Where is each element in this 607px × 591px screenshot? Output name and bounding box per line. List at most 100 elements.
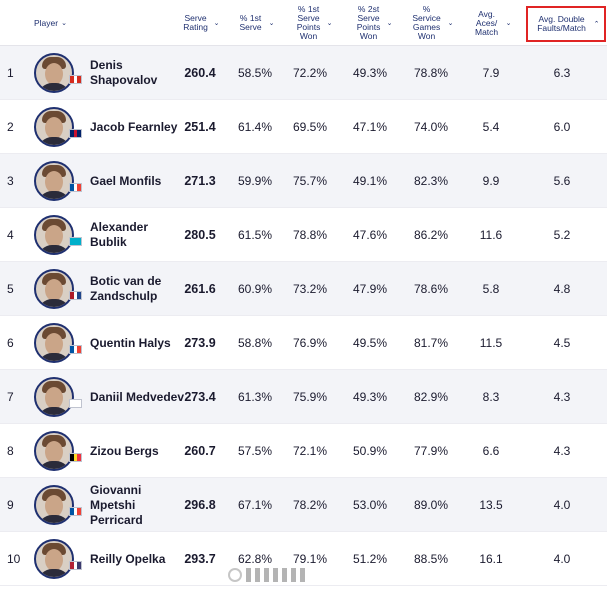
serve-rating-cell: 261.6 bbox=[184, 282, 216, 296]
serve-rating-cell: 296.8 bbox=[184, 498, 216, 512]
watermark-bar bbox=[264, 568, 269, 582]
table-row[interactable]: 1 Denis Shapovalov 260.4 58.5% 72.2% 49.3% 78.… bbox=[0, 46, 607, 100]
header-first-serve[interactable]: % 1st Serve ⌄ bbox=[232, 0, 278, 46]
header-second-serve-points-won[interactable]: % 2st Serve Points Won ⌄ bbox=[348, 0, 398, 46]
watermark-bar bbox=[282, 568, 287, 582]
table-row[interactable]: 6 Quentin Halys 273.9 58.8% 76.9% 49.5% 81.7% 1… bbox=[0, 316, 607, 370]
player-name-label: Daniil Medvedev bbox=[90, 389, 185, 404]
first-serve-cell: 61.4% bbox=[237, 120, 273, 134]
aces-cell: 11.6 bbox=[479, 228, 503, 242]
service-games-won-cell: 82.9% bbox=[413, 390, 449, 404]
second-serve-points-won-cell: 49.5% bbox=[352, 336, 388, 350]
table-row[interactable]: 4 Alexander Bublik 280.5 61.5% 78.8% 47.6% 86.… bbox=[0, 208, 607, 262]
serve-rating-cell: 260.4 bbox=[184, 66, 216, 80]
watermark-bar bbox=[273, 568, 278, 582]
watermark-bar bbox=[246, 568, 251, 582]
double-faults-cell: 5.2 bbox=[553, 228, 571, 242]
second-serve-points-won-cell: 49.3% bbox=[352, 390, 388, 404]
rank-cell: 4 bbox=[7, 228, 14, 242]
player-name-label: Zizou Bergs bbox=[90, 443, 159, 458]
avatar bbox=[34, 53, 74, 93]
second-serve-points-won-cell: 47.6% bbox=[352, 228, 388, 242]
first-serve-cell: 59.9% bbox=[237, 174, 273, 188]
avatar bbox=[34, 215, 74, 255]
chevron-down-icon: ⌄ bbox=[268, 19, 275, 27]
table-row[interactable]: 3 Gael Monfils 271.3 59.9% 75.7% 49.1% 82.3% 9.… bbox=[0, 154, 607, 208]
avatar bbox=[34, 161, 74, 201]
chevron-down-icon: ⌄ bbox=[505, 19, 512, 27]
player-name-label: Quentin Halys bbox=[90, 335, 171, 350]
watermark-logo-icon bbox=[228, 568, 242, 582]
chevron-down-icon: ⌄ bbox=[386, 19, 393, 27]
aces-cell: 13.5 bbox=[479, 498, 503, 512]
neutral-flag-icon bbox=[69, 399, 82, 408]
serve-rating-cell: 273.4 bbox=[184, 390, 216, 404]
player-name[interactable]: Denis Shapovalov bbox=[90, 46, 186, 100]
header-second-serve-points-won-label: % 2st Serve Points Won bbox=[356, 4, 381, 41]
serve-rating-cell: 293.7 bbox=[184, 552, 216, 566]
player-name-label: Jacob Fearnley bbox=[90, 119, 178, 134]
player-name[interactable]: Giovanni Mpetshi Perricard bbox=[90, 478, 186, 532]
aces-cell: 16.1 bbox=[479, 552, 503, 566]
player-name-label: Giovanni Mpetshi Perricard bbox=[90, 482, 143, 527]
serve-rating-cell: 280.5 bbox=[184, 228, 216, 242]
chevron-up-icon: ⌃ bbox=[593, 20, 600, 28]
chevron-down-icon: ⌄ bbox=[213, 19, 220, 27]
first-serve-points-won-cell: 72.2% bbox=[292, 66, 328, 80]
service-games-won-cell: 89.0% bbox=[413, 498, 449, 512]
rank-cell: 1 bbox=[7, 66, 14, 80]
avatar bbox=[34, 539, 74, 579]
player-name[interactable]: Gael Monfils bbox=[90, 154, 186, 208]
rank-cell: 3 bbox=[7, 174, 14, 188]
first-serve-points-won-cell: 78.8% bbox=[292, 228, 328, 242]
header-player[interactable]: Player ⌄ bbox=[34, 0, 154, 46]
avatar bbox=[34, 485, 74, 525]
double-faults-cell: 4.3 bbox=[553, 444, 571, 458]
header-first-serve-label: % 1st Serve bbox=[239, 13, 262, 32]
aces-cell: 8.3 bbox=[482, 390, 500, 404]
table-row[interactable]: 5 Botic van de Zandschulp 261.6 60.9% 73.2% 4… bbox=[0, 262, 607, 316]
first-serve-points-won-cell: 78.2% bbox=[292, 498, 328, 512]
header-serve-rating[interactable]: Serve Rating ⌄ bbox=[178, 0, 222, 46]
table-row[interactable]: 2 Jacob Fearnley 251.4 61.4% 69.5% 47.1% 74.0%… bbox=[0, 100, 607, 154]
rank-cell: 7 bbox=[7, 390, 14, 404]
player-name-label: Botic van de Zandschulp bbox=[90, 274, 162, 303]
player-name[interactable]: Jacob Fearnley bbox=[90, 100, 186, 154]
player-name[interactable]: Alexander Bublik bbox=[90, 208, 186, 262]
watermark-bar bbox=[291, 568, 296, 582]
player-name[interactable]: Zizou Bergs bbox=[90, 424, 186, 478]
chevron-down-icon: ⌄ bbox=[61, 19, 67, 27]
table-row[interactable]: 10 Reilly Opelka 293.7 62.8% 79.1% 51.2% 88.5%… bbox=[0, 532, 607, 586]
watermark bbox=[228, 566, 368, 584]
kazakhstan-flag-icon bbox=[69, 237, 82, 246]
first-serve-points-won-cell: 69.5% bbox=[292, 120, 328, 134]
double-faults-cell: 6.3 bbox=[553, 66, 571, 80]
header-double-faults-per-match[interactable]: Avg. Double Faults/Match ⌃ bbox=[526, 6, 606, 42]
service-games-won-cell: 81.7% bbox=[413, 336, 449, 350]
player-name[interactable]: Quentin Halys bbox=[90, 316, 186, 370]
double-faults-cell: 4.3 bbox=[553, 390, 571, 404]
table-row[interactable]: 8 Zizou Bergs 260.7 57.5% 72.1% 50.9% 77.9% 6.6… bbox=[0, 424, 607, 478]
avatar bbox=[34, 107, 74, 147]
first-serve-points-won-cell: 76.9% bbox=[292, 336, 328, 350]
chevron-down-icon: ⌄ bbox=[447, 19, 454, 27]
second-serve-points-won-cell: 53.0% bbox=[352, 498, 388, 512]
player-name[interactable]: Reilly Opelka bbox=[90, 532, 186, 586]
header-player-label: Player bbox=[34, 17, 59, 28]
second-serve-points-won-cell: 49.3% bbox=[352, 66, 388, 80]
player-name[interactable]: Botic van de Zandschulp bbox=[90, 262, 186, 316]
service-games-won-cell: 78.8% bbox=[413, 66, 449, 80]
rank-cell: 8 bbox=[7, 444, 14, 458]
table-row[interactable]: 9 Giovanni Mpetshi Perricard 296.8 67.1% 78.… bbox=[0, 478, 607, 532]
first-serve-cell: 61.5% bbox=[237, 228, 273, 242]
player-name-label: Denis Shapovalov bbox=[90, 58, 158, 87]
table-row[interactable]: 7 Daniil Medvedev 273.4 61.3% 75.9% 49.3% 82.9… bbox=[0, 370, 607, 424]
first-serve-points-won-cell: 72.1% bbox=[292, 444, 328, 458]
header-aces-per-match[interactable]: Avg. Aces/ Match ⌄ bbox=[468, 0, 514, 46]
service-games-won-cell: 88.5% bbox=[413, 552, 449, 566]
service-games-won-cell: 74.0% bbox=[413, 120, 449, 134]
header-service-games-won[interactable]: % Service Games Won ⌄ bbox=[406, 0, 456, 46]
service-games-won-cell: 82.3% bbox=[413, 174, 449, 188]
player-name[interactable]: Daniil Medvedev bbox=[90, 370, 186, 424]
header-first-serve-points-won[interactable]: % 1st Serve Points Won ⌄ bbox=[288, 0, 338, 46]
